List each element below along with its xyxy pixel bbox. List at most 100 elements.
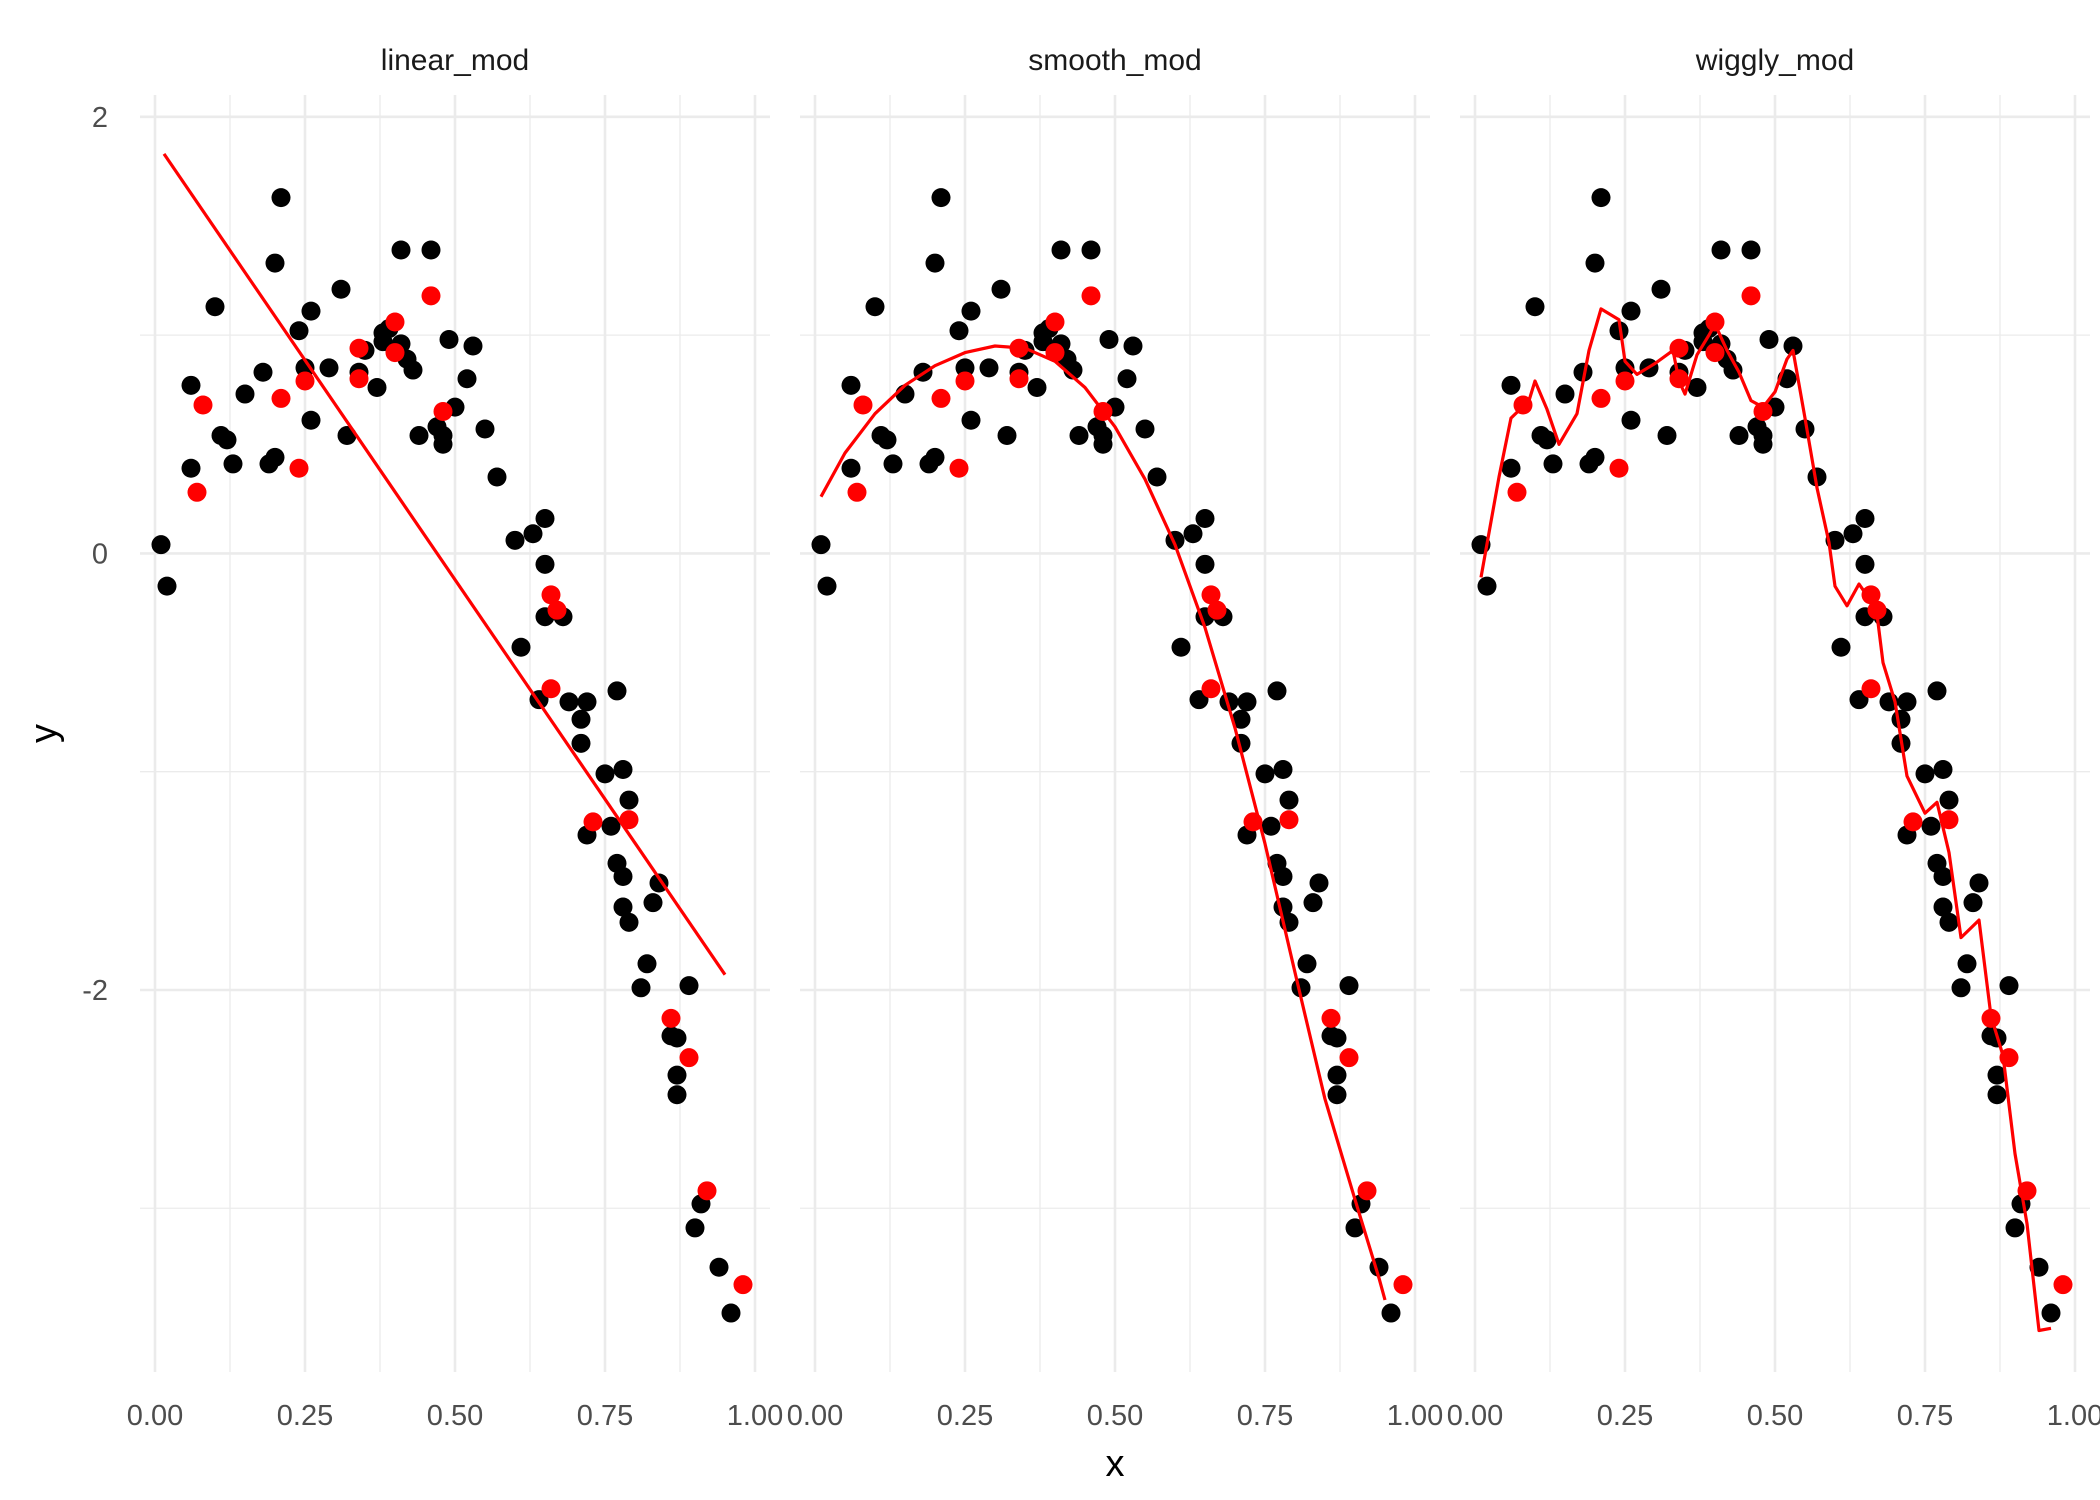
data-point-holdout: [289, 458, 309, 478]
y-tick-label: 2: [92, 102, 108, 134]
fit-line-smooth-mod: [819, 344, 1387, 1301]
data-point-holdout: [853, 395, 873, 415]
data-point-observed: [1759, 329, 1779, 349]
data-point-observed: [721, 1303, 741, 1323]
x-tick-label: 0.75: [1237, 1400, 1293, 1432]
data-point-observed: [1189, 690, 1209, 710]
x-tick-label: 0.25: [1597, 1400, 1653, 1432]
data-point-observed: [1969, 873, 1989, 893]
data-point-observed: [1621, 410, 1641, 430]
data-point-observed: [841, 375, 861, 395]
data-point-holdout: [1861, 679, 1881, 699]
data-point-observed: [991, 279, 1011, 299]
data-point-observed: [1099, 329, 1119, 349]
data-point-observed: [511, 637, 531, 657]
data-point-holdout: [1999, 1048, 2019, 1068]
data-point-observed: [1651, 279, 1671, 299]
data-point-observed: [1267, 681, 1287, 701]
data-point-holdout: [1669, 338, 1689, 358]
data-point-holdout: [1591, 388, 1611, 408]
data-point-observed: [391, 240, 411, 260]
data-point-observed: [1255, 764, 1275, 784]
data-point-observed: [1987, 1085, 2007, 1105]
data-point-holdout: [1357, 1181, 1377, 1201]
data-point-observed: [265, 253, 285, 273]
data-point-observed: [931, 188, 951, 208]
data-point-observed: [667, 1085, 687, 1105]
x-tick-label: 0.00: [1447, 1400, 1503, 1432]
data-point-observed: [295, 358, 315, 378]
data-point-observed: [1585, 253, 1605, 273]
data-point-observed: [1069, 426, 1089, 446]
data-point-observed: [1231, 709, 1251, 729]
x-tick-label: 0.50: [1747, 1400, 1803, 1432]
x-tick-label: 0.50: [427, 1400, 483, 1432]
data-point-observed: [1657, 426, 1677, 446]
data-point-holdout: [1201, 679, 1221, 699]
data-point-holdout: [421, 286, 441, 306]
data-point-holdout: [1243, 812, 1263, 832]
data-point-observed: [1585, 447, 1605, 467]
data-point-observed: [1123, 336, 1143, 356]
data-point-observed: [151, 535, 171, 555]
data-point-observed: [877, 430, 897, 450]
data-point-observed: [619, 790, 639, 810]
data-point-observed: [181, 375, 201, 395]
x-tick-label: 1.00: [2047, 1400, 2100, 1432]
data-point-observed: [253, 362, 273, 382]
data-point-holdout: [1045, 343, 1065, 363]
data-point-holdout: [1669, 369, 1689, 389]
data-point-observed: [811, 535, 831, 555]
data-point-holdout: [1009, 338, 1029, 358]
x-tick-label: 0.25: [277, 1400, 333, 1432]
data-point-observed: [1831, 637, 1851, 657]
data-point-holdout: [1081, 286, 1101, 306]
data-point-observed: [1897, 692, 1917, 712]
data-point-observed: [571, 709, 591, 729]
data-point-observed: [289, 321, 309, 341]
data-point-holdout: [1321, 1008, 1341, 1028]
data-point-observed: [301, 410, 321, 430]
data-point-holdout: [2053, 1275, 2073, 1295]
data-point-observed: [1195, 554, 1215, 574]
x-tick-label: 1.00: [1387, 1400, 1443, 1432]
data-point-observed: [637, 954, 657, 974]
data-point-observed: [367, 378, 387, 398]
data-point-observed: [925, 447, 945, 467]
data-point-observed: [1753, 426, 1773, 446]
data-point-holdout: [931, 388, 951, 408]
data-point-holdout: [1207, 600, 1227, 620]
data-point-observed: [1381, 1303, 1401, 1323]
data-point-observed: [1117, 369, 1137, 389]
data-point-observed: [1855, 554, 1875, 574]
data-point-observed: [1615, 358, 1635, 378]
data-point-holdout: [949, 458, 969, 478]
data-point-observed: [643, 893, 663, 913]
data-point-observed: [1339, 976, 1359, 996]
data-point-observed: [1525, 297, 1545, 317]
data-point-holdout: [1981, 1008, 2001, 1028]
data-point-observed: [1327, 1028, 1347, 1048]
data-point-holdout: [433, 402, 453, 422]
panel-title-linear-mod: linear_mod: [381, 44, 529, 77]
data-point-holdout: [271, 388, 291, 408]
data-point-observed: [319, 358, 339, 378]
data-point-observed: [1303, 893, 1323, 913]
data-point-observed: [1345, 1218, 1365, 1238]
data-point-holdout: [385, 343, 405, 363]
data-point-holdout: [1513, 395, 1533, 415]
data-point-observed: [1477, 576, 1497, 596]
data-point-observed: [961, 410, 981, 430]
data-point-holdout: [295, 371, 315, 391]
x-tick-label: 0.25: [937, 1400, 993, 1432]
data-point-holdout: [619, 810, 639, 830]
data-point-holdout: [193, 395, 213, 415]
fit-line-wiggly-mod: [1479, 307, 2052, 1333]
data-point-observed: [439, 329, 459, 349]
data-point-observed: [559, 692, 579, 712]
data-point-holdout: [697, 1181, 717, 1201]
data-point-holdout: [1939, 810, 1959, 830]
data-point-observed: [613, 760, 633, 780]
data-point-observed: [1621, 301, 1641, 321]
